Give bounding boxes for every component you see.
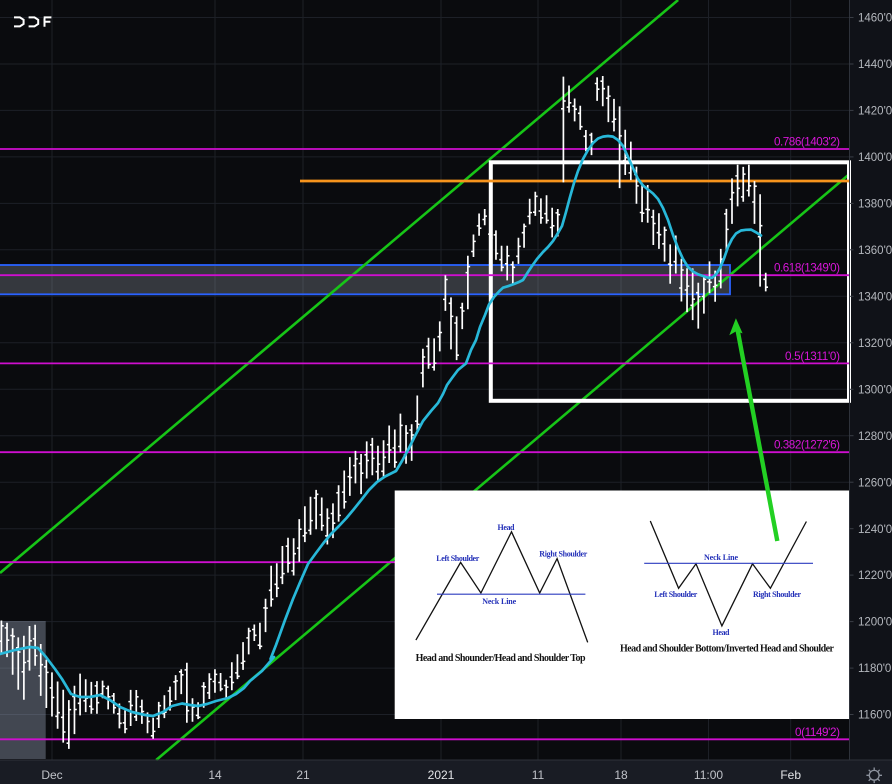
svg-text:1380'0: 1380'0	[858, 199, 892, 211]
svg-text:Left Shoulder: Left Shoulder	[436, 554, 479, 563]
svg-text:0.382(1272'6): 0.382(1272'6)	[774, 439, 840, 452]
svg-text:1460'0: 1460'0	[858, 13, 892, 25]
svg-text:2021: 2021	[428, 768, 455, 782]
svg-text:14: 14	[208, 768, 222, 782]
svg-text:11: 11	[532, 768, 545, 782]
svg-text:0.5(1311'0): 0.5(1311'0)	[785, 350, 840, 363]
svg-text:Left Shoulder: Left Shoulder	[654, 590, 697, 599]
svg-text:0.618(1349'0): 0.618(1349'0)	[774, 262, 840, 275]
svg-text:0(1149'2): 0(1149'2)	[795, 726, 840, 739]
svg-text:1320'0: 1320'0	[858, 338, 892, 350]
svg-text:1180'0: 1180'0	[858, 663, 891, 675]
svg-text:1240'0: 1240'0	[858, 524, 892, 536]
svg-text:Dec: Dec	[41, 768, 62, 782]
svg-text:1340'0: 1340'0	[858, 291, 892, 303]
svg-text:1200'0: 1200'0	[858, 617, 892, 629]
svg-text:1280'0: 1280'0	[858, 431, 892, 443]
svg-text:Head: Head	[713, 628, 731, 637]
svg-text:11:00: 11:00	[694, 768, 723, 782]
svg-text:Neck Line: Neck Line	[704, 553, 738, 562]
svg-text:1260'0: 1260'0	[858, 477, 892, 489]
svg-text:Feb: Feb	[780, 768, 801, 782]
svg-text:Right Shoulder: Right Shoulder	[753, 590, 801, 599]
svg-text:1300'0: 1300'0	[858, 384, 892, 396]
svg-text:Neck Line: Neck Line	[482, 597, 516, 606]
svg-text:1420'0: 1420'0	[858, 106, 892, 118]
svg-text:Head: Head	[498, 523, 516, 532]
svg-text:1440'0: 1440'0	[858, 59, 892, 71]
svg-text:18: 18	[614, 768, 628, 782]
svg-text:1400'0: 1400'0	[858, 152, 892, 164]
svg-text:1220'0: 1220'0	[858, 570, 892, 582]
svg-text:Head and Shounder/Head and Sho: Head and Shounder/Head and Shoulder Top	[416, 653, 586, 664]
svg-text:21: 21	[296, 768, 310, 782]
svg-text:1160'0: 1160'0	[858, 710, 891, 722]
svg-text:1360'0: 1360'0	[858, 245, 892, 257]
svg-text:0.786(1403'2): 0.786(1403'2)	[774, 136, 840, 149]
svg-text:Head and Shoulder Bottom/Inver: Head and Shoulder Bottom/Inverted Head a…	[620, 644, 835, 655]
svg-text:Right Shoulder: Right Shoulder	[539, 550, 587, 559]
